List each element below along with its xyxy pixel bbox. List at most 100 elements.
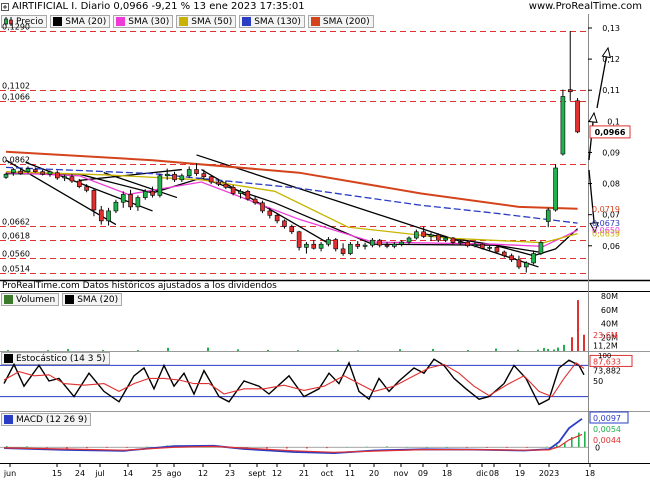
- trend-line: [421, 232, 539, 253]
- candle-body: [18, 170, 23, 174]
- volume-bar: [297, 350, 299, 351]
- macd-histogram-bar: [446, 447, 448, 448]
- macd-histogram-bar: [346, 446, 348, 448]
- candle-body: [326, 239, 331, 245]
- legend-item-3[interactable]: SMA (50): [176, 15, 237, 28]
- candle-body: [370, 239, 375, 246]
- volume-bar: [553, 349, 555, 351]
- candle-body: [450, 237, 456, 243]
- legend-item-0[interactable]: MACD (12 26 9): [1, 413, 92, 426]
- volume-bar: [467, 350, 469, 351]
- candle-body: [414, 231, 419, 239]
- stochastic-badge: [589, 354, 633, 367]
- price-level-label: 0,1290: [2, 23, 30, 32]
- candle-body: [567, 89, 573, 93]
- price-level-label: 0,1066: [2, 93, 30, 102]
- volume-bar: [577, 300, 579, 351]
- legend-item-0[interactable]: Estocástico (14 3 5): [1, 352, 110, 365]
- candle-body: [421, 231, 426, 237]
- macd-histogram-bar: [126, 447, 128, 448]
- macd-histogram-bar: [386, 446, 388, 448]
- site-url[interactable]: www.ProRealTime.com: [528, 1, 642, 12]
- x-tick-label: 18: [585, 469, 595, 478]
- legend-item-1[interactable]: SMA (20): [50, 15, 111, 28]
- sma-line-200: [5, 150, 578, 210]
- legend-swatch: [179, 17, 189, 26]
- volume-tick-label: 40M: [601, 320, 618, 329]
- candle-body: [230, 186, 236, 194]
- macd-histogram-bar: [326, 447, 328, 449]
- legend-label: SMA (30): [128, 16, 170, 27]
- legend-item-4[interactable]: SMA (130): [239, 15, 305, 28]
- candle-body: [560, 96, 566, 155]
- macd-line: [3, 418, 583, 455]
- trend-line: [103, 172, 178, 199]
- legend-item-1[interactable]: SMA (20): [62, 293, 123, 306]
- legend-item-0[interactable]: Volumen: [1, 293, 60, 306]
- price-level-label: 0,0662: [2, 218, 30, 227]
- legend-swatch: [53, 17, 63, 26]
- macd-value-label: 0,0044: [593, 436, 621, 445]
- stochastic-tick-label: 50: [593, 377, 603, 386]
- candle-body: [120, 194, 126, 203]
- sma-line-130: [5, 166, 578, 224]
- macd-badge: [589, 411, 629, 424]
- candle-body: [11, 169, 16, 173]
- expand-icon[interactable]: [1, 3, 9, 11]
- macd-histogram-bar: [46, 447, 48, 448]
- candle-body: [84, 186, 89, 191]
- price-level-label: 0,0862: [2, 156, 30, 165]
- volume-tick-label: 80M: [601, 292, 618, 301]
- candle-body: [179, 175, 185, 181]
- candle-body: [267, 210, 273, 216]
- volume-bar: [102, 349, 104, 351]
- volume-tick-label: 20M: [601, 333, 618, 342]
- volume-bar: [337, 349, 339, 351]
- volume-value-label: 23,6M: [593, 331, 618, 340]
- macd-histogram-bar: [578, 432, 580, 448]
- legend-label: Estocástico (14 3 5): [16, 353, 106, 364]
- volume-bar: [207, 347, 209, 351]
- volume-bar: [583, 334, 585, 351]
- volume-bar: [399, 349, 401, 351]
- candle-body: [3, 173, 9, 178]
- legend-item-2[interactable]: SMA (30): [113, 15, 174, 28]
- macd-histogram-bar: [106, 447, 108, 448]
- candle-body: [362, 244, 368, 247]
- legend-item-5[interactable]: SMA (200): [307, 15, 374, 28]
- stochastic-line: [3, 358, 585, 406]
- price-level-label: 0,0618: [2, 232, 30, 241]
- candle-body: [509, 255, 514, 261]
- candle-body: [465, 241, 470, 247]
- macd-histogram-bar: [366, 446, 368, 448]
- stochastic-value-label: 87,633: [593, 357, 621, 366]
- candle-body: [479, 243, 485, 249]
- candle-body: [538, 242, 544, 254]
- x-tick-label: 11: [345, 469, 355, 478]
- candle-body: [245, 191, 251, 200]
- sma-value-label: 0,0650: [592, 226, 620, 235]
- stochastic-line: [3, 362, 585, 398]
- volume-bar: [517, 349, 519, 351]
- candle-body: [384, 244, 390, 247]
- candle-body: [238, 191, 243, 194]
- volume-bar: [167, 347, 169, 351]
- macd-value-label: 0,0054: [593, 425, 621, 434]
- macd-histogram-bar: [426, 447, 428, 448]
- candle-body: [304, 243, 309, 248]
- x-tick-label: 12: [198, 469, 208, 478]
- x-tick-label: 12: [272, 469, 282, 478]
- legend-item-0[interactable]: Precio: [1, 15, 48, 28]
- candle-body: [501, 251, 507, 257]
- sma-value-label: 0,0719: [592, 205, 620, 214]
- legend-label: Precio: [16, 16, 44, 27]
- macd-histogram-bar: [26, 446, 28, 448]
- candle-body: [194, 169, 199, 174]
- x-tick-label: 09: [418, 469, 428, 478]
- legend-label: SMA (130): [254, 16, 301, 27]
- x-tick-label: sept: [248, 469, 265, 478]
- macd-histogram-bar: [266, 447, 268, 449]
- stochastic-value-label: 73,882: [593, 367, 621, 376]
- candle-body: [40, 171, 45, 175]
